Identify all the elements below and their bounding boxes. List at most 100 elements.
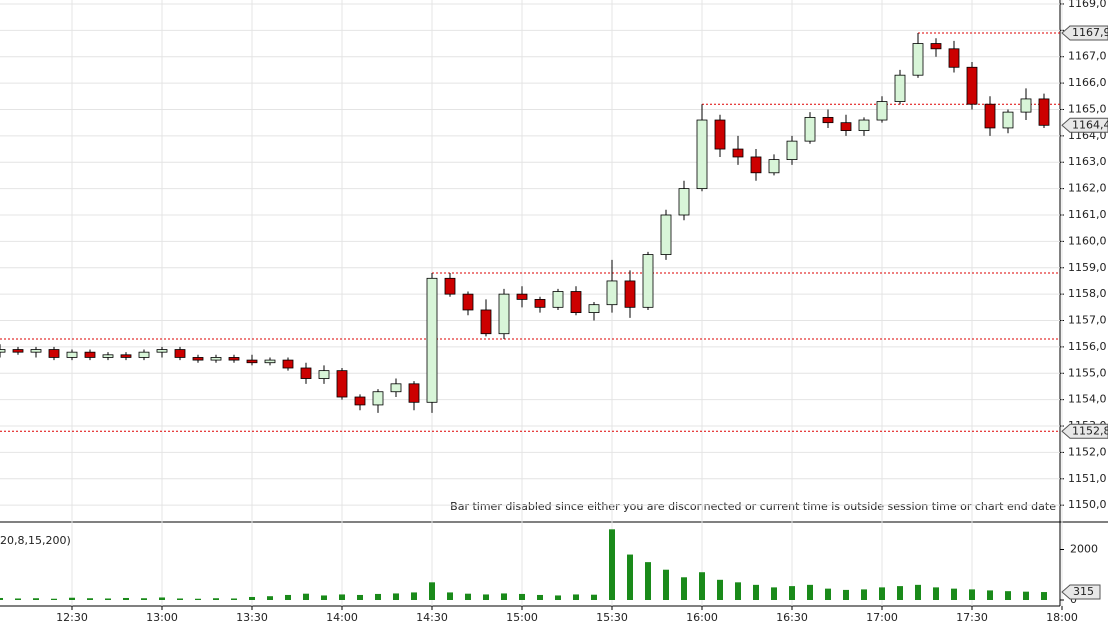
volume-bar <box>429 582 435 600</box>
volume-bar <box>69 597 75 600</box>
volume-bar <box>177 598 183 600</box>
y-tick-label: 1162,0 <box>1068 182 1107 195</box>
x-tick-label: 15:30 <box>596 611 628 624</box>
price-marker-label: 1152,8 <box>1072 424 1108 437</box>
y-tick-label: 1155,0 <box>1068 366 1107 379</box>
volume-bar <box>537 594 543 600</box>
x-tick-label: 15:00 <box>506 611 538 624</box>
volume-bar <box>897 586 903 600</box>
candle-body <box>552 291 564 308</box>
candle-body <box>156 349 168 353</box>
volume-bar <box>33 598 39 600</box>
candle-body <box>264 359 276 364</box>
candle-body <box>696 119 708 190</box>
volume-bar <box>681 577 687 600</box>
candle-body <box>336 370 348 398</box>
volume-bar <box>555 595 561 600</box>
volume-bar <box>879 587 885 600</box>
y-tick-label: 1159,0 <box>1068 261 1107 274</box>
candle-body <box>66 351 78 358</box>
candle-body <box>912 43 924 76</box>
y-tick-label: 1150,0 <box>1068 498 1107 511</box>
candle-body <box>534 299 546 308</box>
volume-tick-label: 2000 <box>1070 543 1098 556</box>
candle-body <box>822 116 834 124</box>
y-tick-label: 1163,0 <box>1068 155 1107 168</box>
volume-bar <box>393 593 399 600</box>
volume-bar <box>375 593 381 600</box>
volume-bar <box>15 598 21 600</box>
volume-bar <box>0 597 3 600</box>
indicator-label: 20,8,15,200) <box>0 534 71 547</box>
x-tick-label: 18:00 <box>1046 611 1078 624</box>
price-marker <box>1061 25 1108 41</box>
volume-bar <box>717 579 723 600</box>
candle-body <box>1020 98 1032 113</box>
volume-bar <box>789 586 795 600</box>
candle-body <box>588 304 600 313</box>
volume-bar <box>627 554 633 600</box>
candle-body <box>372 391 384 406</box>
candle-body <box>408 383 420 403</box>
volume-bar <box>267 596 273 600</box>
x-tick-label: 12:30 <box>56 611 88 624</box>
candle-body <box>732 148 744 158</box>
x-tick-label: 17:30 <box>956 611 988 624</box>
volume-bar <box>753 584 759 600</box>
volume-bar <box>519 593 525 600</box>
candle-body <box>48 349 60 358</box>
candle-body <box>966 66 978 105</box>
volume-bar <box>573 594 579 600</box>
candle-body <box>840 122 852 131</box>
x-tick-label: 13:00 <box>146 611 178 624</box>
y-tick-label: 1151,0 <box>1068 472 1107 485</box>
volume-bar <box>231 598 237 600</box>
y-tick-label: 1156,0 <box>1068 340 1107 353</box>
candle-body <box>246 359 258 364</box>
volume-bar <box>807 584 813 600</box>
candle-body <box>192 357 204 361</box>
volume-bar <box>195 598 201 600</box>
volume-bar <box>357 594 363 600</box>
x-tick-label: 13:30 <box>236 611 268 624</box>
candle-body <box>948 48 960 68</box>
price-marker-label: 1167,9 <box>1072 26 1108 39</box>
volume-marker-label: 315 <box>1073 585 1094 598</box>
volume-bar <box>915 584 921 600</box>
candle-body <box>768 159 780 174</box>
volume-bar <box>411 592 417 600</box>
y-tick-label: 1169,0 <box>1068 0 1107 10</box>
y-tick-label: 1158,0 <box>1068 287 1107 300</box>
candle-body <box>138 351 150 358</box>
candle-body <box>480 309 492 335</box>
candle-body <box>300 367 312 379</box>
candle-body <box>660 214 672 255</box>
volume-bar <box>771 587 777 600</box>
candle-body <box>786 140 798 160</box>
y-tick-label: 1166,0 <box>1068 76 1107 89</box>
candle-body <box>354 396 366 406</box>
volume-bar <box>1023 591 1029 600</box>
candle-body <box>930 43 942 50</box>
candle-body <box>120 354 132 358</box>
volume-bar <box>123 597 129 600</box>
volume-bar <box>987 590 993 600</box>
x-tick-label: 16:30 <box>776 611 808 624</box>
candle-body <box>102 354 114 358</box>
volume-bar <box>645 562 651 600</box>
volume-bar <box>141 598 147 600</box>
candle-body <box>624 280 636 308</box>
candle-body <box>876 101 888 121</box>
candle-body <box>0 349 6 353</box>
volume-bar <box>321 595 327 600</box>
volume-bar <box>501 593 507 600</box>
y-tick-label: 1160,0 <box>1068 234 1107 247</box>
candle-body <box>984 103 996 129</box>
volume-bar <box>159 597 165 600</box>
candle-body <box>228 357 240 361</box>
candle-body <box>642 254 654 308</box>
volume-bar <box>969 589 975 600</box>
volume-bar <box>213 598 219 600</box>
